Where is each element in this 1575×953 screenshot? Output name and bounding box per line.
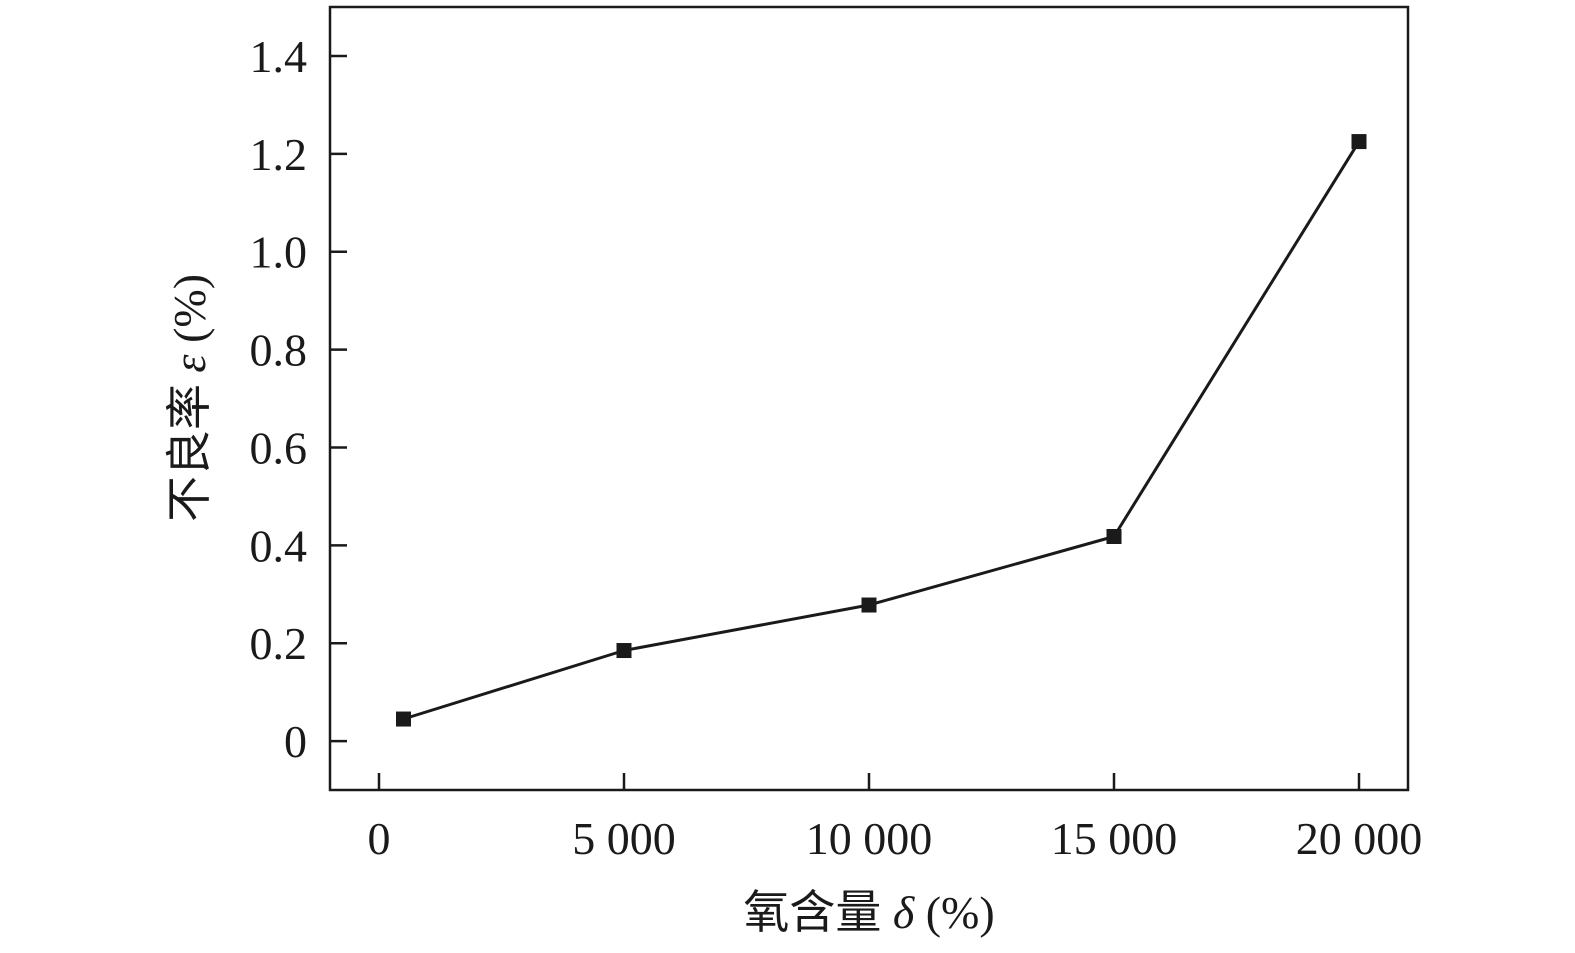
y-tick-label: 0.4	[250, 520, 308, 571]
x-tick-label: 0	[368, 813, 391, 864]
x-tick-label: 20 000	[1296, 813, 1423, 864]
data-point-marker	[861, 597, 877, 613]
y-axis-title: 不良率 ε (%)	[164, 274, 215, 522]
y-tick-label: 0.2	[250, 618, 308, 669]
y-axis-ticks: 0 0.2 0.4 0.6 0.8 1.0 1.2 1.4	[250, 31, 347, 767]
y-tick-label: 0.8	[250, 325, 308, 376]
y-tick-label: 0	[284, 716, 307, 767]
data-point-marker	[396, 711, 411, 727]
x-tick-label: 10 000	[806, 813, 933, 864]
x-tick-label: 5 000	[572, 813, 676, 864]
plot-frame	[328, 5, 1410, 792]
data-point-marker	[1106, 529, 1122, 545]
x-axis-title: 氧含量 δ (%)	[743, 887, 994, 938]
data-series	[396, 134, 1367, 727]
data-point-marker	[1351, 134, 1367, 150]
y-tick-label: 1.2	[250, 129, 308, 180]
y-tick-label: 0.6	[250, 422, 308, 473]
series-line	[403, 140, 1361, 721]
data-point-marker	[616, 643, 632, 659]
x-axis-ticks: 0 5 000 10 000 15 000 20 000	[368, 773, 1423, 864]
y-tick-label: 1.4	[250, 31, 308, 82]
y-tick-label: 1.0	[250, 227, 308, 278]
x-tick-label: 15 000	[1051, 813, 1178, 864]
